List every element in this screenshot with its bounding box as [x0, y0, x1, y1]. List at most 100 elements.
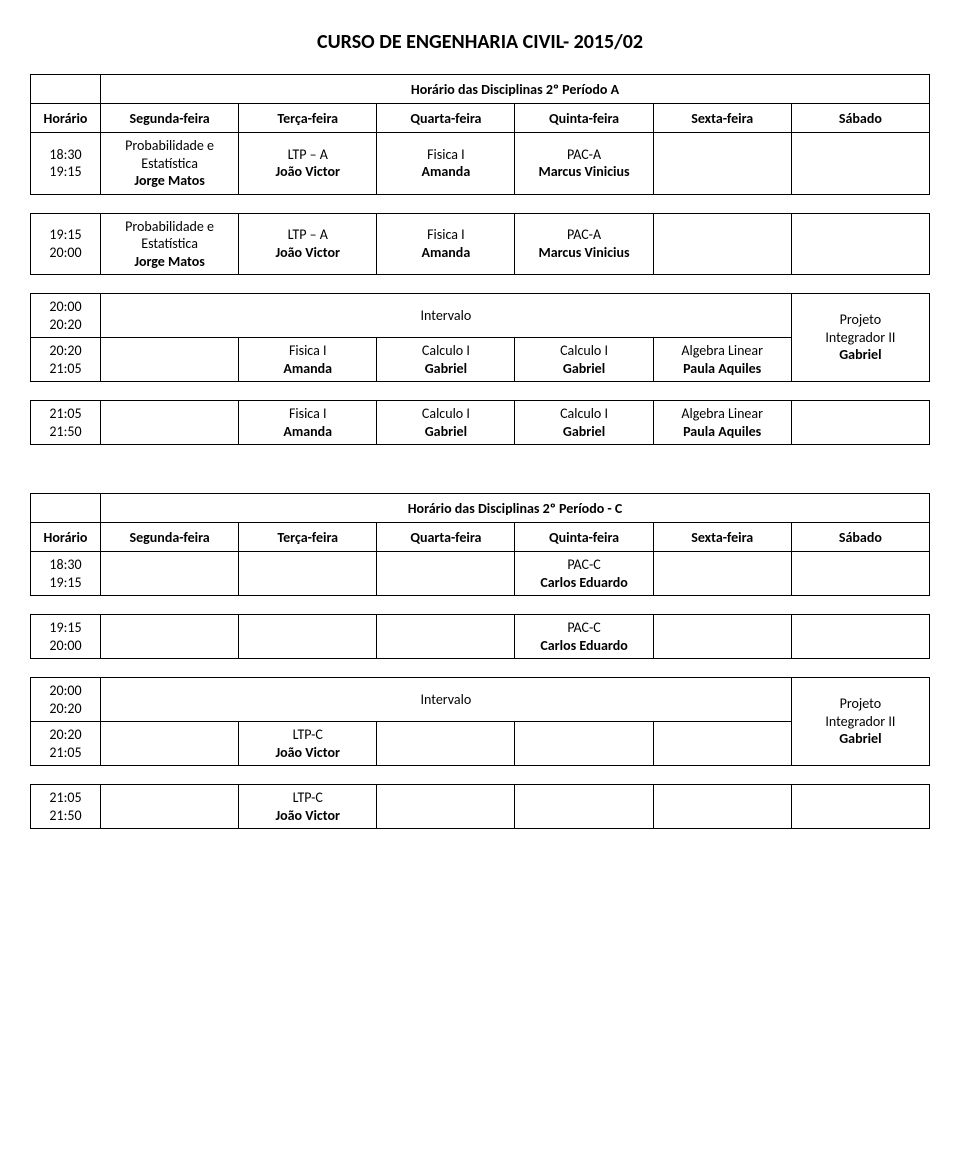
col-horario: Horário — [31, 104, 101, 133]
table-row: 21:05 21:50 LTP-C João Victor — [31, 785, 930, 829]
cell-line: LTP – A — [245, 146, 370, 164]
col-terca: Terça-feira — [239, 104, 377, 133]
intervalo-cell: Intervalo — [101, 294, 792, 338]
cell: Calculo I Gabriel — [377, 401, 515, 445]
cell-empty — [791, 552, 929, 596]
cell: Algebra Linear Paula Aquiles — [653, 338, 791, 382]
cell-empty — [653, 133, 791, 195]
cell-empty — [239, 552, 377, 596]
cell-line: Probabilidade e — [107, 137, 232, 155]
cell: Fisica I Amanda — [377, 133, 515, 195]
time-end: 21:05 — [37, 360, 94, 378]
col-quarta: Quarta-feira — [377, 523, 515, 552]
time-end: 20:00 — [37, 244, 94, 262]
empty-corner — [31, 494, 101, 523]
cell-line: LTP-C — [245, 726, 370, 744]
cell-line: Integrador II — [798, 329, 923, 347]
cell-empty — [377, 722, 515, 766]
cell-instructor: Gabriel — [798, 730, 923, 748]
page-title: CURSO DE ENGENHARIA CIVIL- 2015/02 — [30, 30, 930, 54]
cell: LTP-C João Victor — [239, 722, 377, 766]
cell-line: Estatística — [107, 235, 232, 253]
cell: LTP-C João Victor — [239, 785, 377, 829]
projeto-cell: Projeto Integrador II Gabriel — [791, 294, 929, 382]
cell-empty — [791, 133, 929, 195]
cell-instructor: Carlos Eduardo — [521, 574, 646, 592]
cell-empty — [791, 615, 929, 659]
cell-line: Algebra Linear — [660, 342, 785, 360]
col-sexta: Sexta-feira — [653, 523, 791, 552]
time-end: 19:15 — [37, 574, 94, 592]
cell-instructor: Gabriel — [521, 360, 646, 378]
table-row: 20:00 20:20 Intervalo Projeto Integrador… — [31, 678, 930, 722]
cell-line: Fisica I — [383, 226, 508, 244]
cell-instructor: Jorge Matos — [107, 172, 232, 190]
cell-empty — [101, 338, 239, 382]
cell-instructor: Carlos Eduardo — [521, 637, 646, 655]
table-c-row2: 19:15 20:00 PAC-C Carlos Eduardo — [30, 614, 930, 659]
cell-instructor: Paula Aquiles — [660, 360, 785, 378]
cell: Probabilidade e Estatística Jorge Matos — [101, 213, 239, 275]
cell: Algebra Linear Paula Aquiles — [653, 401, 791, 445]
cell-instructor: Gabriel — [383, 423, 508, 441]
cell-line: Probabilidade e — [107, 218, 232, 236]
cell-empty — [515, 722, 653, 766]
cell-instructor: Gabriel — [521, 423, 646, 441]
time-cell: 20:00 20:20 — [31, 678, 101, 722]
time-cell: 18:30 19:15 — [31, 552, 101, 596]
time-cell: 20:20 21:05 — [31, 722, 101, 766]
cell-line: Algebra Linear — [660, 405, 785, 423]
time-cell: 21:05 21:50 — [31, 785, 101, 829]
time-end: 21:05 — [37, 744, 94, 762]
table-c-intervalo-row3: 20:00 20:20 Intervalo Projeto Integrador… — [30, 677, 930, 766]
table-a-row4: 21:05 21:50 Fisica I Amanda Calculo I Ga… — [30, 400, 930, 445]
cell-line: Fisica I — [383, 146, 508, 164]
cell-line: LTP – A — [245, 226, 370, 244]
time-start: 18:30 — [37, 556, 94, 574]
time-start: 21:05 — [37, 789, 94, 807]
time-start: 20:00 — [37, 298, 94, 316]
cell-instructor: Marcus Vinicius — [521, 244, 646, 262]
col-segunda: Segunda-feira — [101, 104, 239, 133]
table-a-row2: 19:15 20:00 Probabilidade e Estatística … — [30, 213, 930, 276]
table-row: 19:15 20:00 PAC-C Carlos Eduardo — [31, 615, 930, 659]
col-quinta: Quinta-feira — [515, 523, 653, 552]
cell-empty — [101, 552, 239, 596]
cell-line: Projeto — [798, 311, 923, 329]
time-start: 18:30 — [37, 146, 94, 164]
cell-instructor: Amanda — [383, 244, 508, 262]
time-end: 19:15 — [37, 163, 94, 181]
time-cell: 20:00 20:20 — [31, 294, 101, 338]
cell-empty — [653, 785, 791, 829]
cell-empty — [515, 785, 653, 829]
time-end: 21:50 — [37, 807, 94, 825]
intervalo-cell: Intervalo — [101, 678, 792, 722]
empty-corner — [31, 75, 101, 104]
cell-line: LTP-C — [245, 789, 370, 807]
cell-empty — [239, 615, 377, 659]
cell: PAC-A Marcus Vinicius — [515, 133, 653, 195]
cell-line: Projeto — [798, 695, 923, 713]
table-row: 18:30 19:15 PAC-C Carlos Eduardo — [31, 552, 930, 596]
time-cell: 20:20 21:05 — [31, 338, 101, 382]
time-cell: 19:15 20:00 — [31, 213, 101, 275]
cell-empty — [791, 401, 929, 445]
col-quarta: Quarta-feira — [377, 104, 515, 133]
table-row: 20:00 20:20 Intervalo Projeto Integrador… — [31, 294, 930, 338]
time-cell: 21:05 21:50 — [31, 401, 101, 445]
cell: Calculo I Gabriel — [515, 401, 653, 445]
cell-line: Calculo I — [521, 405, 646, 423]
table-a-header: Horário das Disciplinas 2º Período A Hor… — [30, 74, 930, 195]
cell-line: Fisica I — [245, 405, 370, 423]
cell-empty — [791, 785, 929, 829]
time-start: 20:20 — [37, 726, 94, 744]
cell-line: Calculo I — [521, 342, 646, 360]
table-a-intervalo-row3: 20:00 20:20 Intervalo Projeto Integrador… — [30, 293, 930, 382]
table-c-row4: 21:05 21:50 LTP-C João Victor — [30, 784, 930, 829]
time-start: 20:00 — [37, 682, 94, 700]
cell-instructor: Paula Aquiles — [660, 423, 785, 441]
cell: Probabilidade e Estatística Jorge Matos — [101, 133, 239, 195]
cell-empty — [101, 722, 239, 766]
cell-empty — [377, 552, 515, 596]
cell: Fisica I Amanda — [239, 401, 377, 445]
